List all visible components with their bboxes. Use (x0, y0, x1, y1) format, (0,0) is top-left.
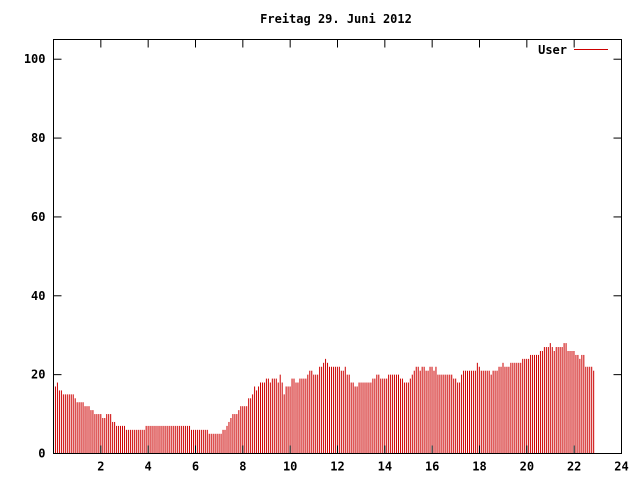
x-tick-label: 22 (567, 460, 581, 474)
x-tick-label: 20 (520, 460, 534, 474)
y-tick-label: 60 (31, 210, 45, 224)
x-tick-label: 2 (97, 460, 104, 474)
y-tick-label: 80 (31, 131, 45, 145)
y-tick-label: 100 (24, 52, 46, 66)
x-tick-label: 6 (192, 460, 199, 474)
x-tick-label: 14 (378, 460, 392, 474)
legend: User (538, 43, 608, 57)
y-tick-label: 20 (31, 368, 45, 382)
y-tick-label: 0 (38, 447, 45, 461)
y-tick-label: 40 (31, 289, 45, 303)
legend-label-user: User (538, 43, 567, 57)
x-tick-label: 12 (330, 460, 344, 474)
x-tick-label: 24 (614, 460, 628, 474)
x-tick-label: 10 (283, 460, 297, 474)
chart-title: Freitag 29. Juni 2012 (260, 12, 412, 26)
bars-layer (54, 343, 595, 454)
x-tick-label: 16 (425, 460, 439, 474)
plot-frame (53, 39, 622, 454)
x-tick-label: 8 (239, 460, 246, 474)
x-tick-label: 4 (145, 460, 152, 474)
x-tick-label: 18 (472, 460, 486, 474)
